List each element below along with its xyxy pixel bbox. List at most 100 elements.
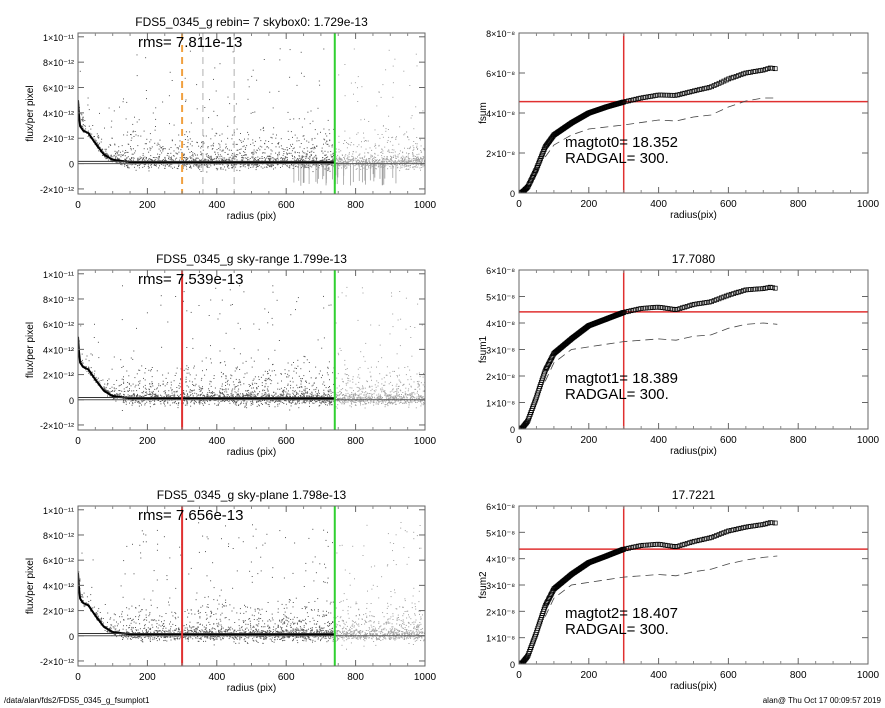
scatter-point: [286, 403, 287, 405]
scatter-point: [367, 393, 369, 395]
scatter-point: [279, 388, 281, 390]
scatter-point: [82, 120, 84, 122]
scatter-point: [88, 134, 89, 136]
scatter-point: [160, 160, 162, 162]
scatter-point: [88, 125, 90, 127]
scatter-point: [388, 383, 390, 385]
scatter-point: [417, 157, 419, 159]
scatter-point: [229, 103, 231, 105]
scatter-point: [139, 402, 141, 404]
scatter-point: [349, 159, 351, 161]
scatter-point: [348, 394, 350, 396]
scatter-point: [81, 114, 83, 116]
scatter-point: [275, 159, 277, 161]
scatter-point: [305, 392, 307, 394]
scatter-point: [366, 140, 368, 142]
scatter-point: [341, 159, 343, 161]
scatter-point: [180, 149, 182, 151]
scatter-point: [371, 155, 373, 157]
scatter-point: [360, 351, 362, 353]
scatter-point: [115, 388, 117, 390]
scatter-point: [149, 402, 151, 404]
fsum-point: [755, 68, 761, 74]
scatter-point: [225, 385, 226, 386]
scatter-point: [354, 82, 356, 84]
scatter-point: [423, 157, 424, 159]
scatter-point: [310, 151, 312, 153]
scatter-point: [408, 153, 410, 154]
scatter-point: [369, 402, 371, 404]
scatter-point: [420, 158, 422, 160]
scatter-point: [189, 131, 191, 133]
scatter-point: [251, 153, 253, 154]
scatter-point: [364, 152, 366, 154]
scatter-point: [344, 373, 346, 375]
scatter-point: [111, 137, 113, 139]
scatter-point: [81, 362, 83, 364]
scatter-point: [250, 112, 252, 114]
scatter-point: [399, 167, 401, 169]
scatter-point: [148, 159, 150, 161]
scatter-point: [286, 392, 288, 394]
scatter-point: [416, 143, 418, 145]
scatter-point: [389, 160, 391, 162]
scatter-point: [163, 401, 165, 403]
scatter-point: [273, 127, 275, 129]
scatter-point: [304, 166, 306, 168]
scatter-point: [349, 405, 351, 407]
scatter-point: [312, 171, 314, 173]
scatter-point: [357, 132, 359, 134]
scatter-point: [300, 381, 302, 383]
scatter-point: [278, 90, 280, 92]
scatter-point: [352, 151, 354, 153]
scatter-point: [155, 396, 157, 398]
scatter-point: [280, 160, 282, 162]
scatter-point: [190, 122, 192, 124]
scatter-point: [378, 144, 380, 146]
scatter-point: [251, 394, 252, 396]
scatter-point: [369, 158, 371, 160]
scatter-point: [300, 394, 302, 396]
scatter-point: [330, 401, 332, 403]
scatter-point: [289, 393, 291, 395]
scatter-point: [327, 366, 329, 368]
scatter-point: [105, 157, 107, 159]
scatter-point: [423, 148, 425, 150]
scatter-point: [363, 394, 365, 396]
scatter-point: [197, 154, 198, 156]
scatter-point: [415, 143, 417, 145]
scatter-point: [269, 165, 271, 167]
scatter-point: [308, 362, 310, 363]
scatter-point: [381, 151, 383, 153]
scatter-point: [142, 155, 144, 157]
scatter-point: [132, 148, 134, 150]
scatter-point: [353, 390, 354, 392]
scatter-point: [322, 401, 324, 403]
scatter-point: [410, 337, 412, 338]
scatter-point: [362, 164, 364, 166]
scatter-point: [232, 156, 234, 158]
scatter-point: [303, 148, 305, 150]
scatter-point: [230, 374, 232, 376]
scatter-point: [417, 148, 418, 150]
scatter-point: [339, 394, 340, 396]
scatter-point: [279, 393, 281, 395]
scatter-point: [397, 391, 399, 393]
x-tick-label: 0: [75, 200, 81, 211]
scatter-point: [352, 153, 354, 155]
scatter-point: [131, 390, 133, 392]
scatter-point: [392, 398, 394, 400]
scatter-point: [392, 389, 394, 391]
scatter-point: [383, 391, 385, 393]
scatter-point: [235, 166, 237, 168]
scatter-point: [377, 385, 379, 387]
scatter-point: [296, 392, 298, 394]
fsum-point: [692, 88, 697, 94]
scatter-point: [103, 386, 105, 388]
scatter-point: [363, 140, 365, 142]
scatter-point: [304, 165, 306, 167]
scatter-point: [140, 135, 142, 137]
scatter-point: [219, 63, 221, 65]
scatter-point: [182, 159, 184, 161]
scatter-point: [391, 384, 393, 386]
